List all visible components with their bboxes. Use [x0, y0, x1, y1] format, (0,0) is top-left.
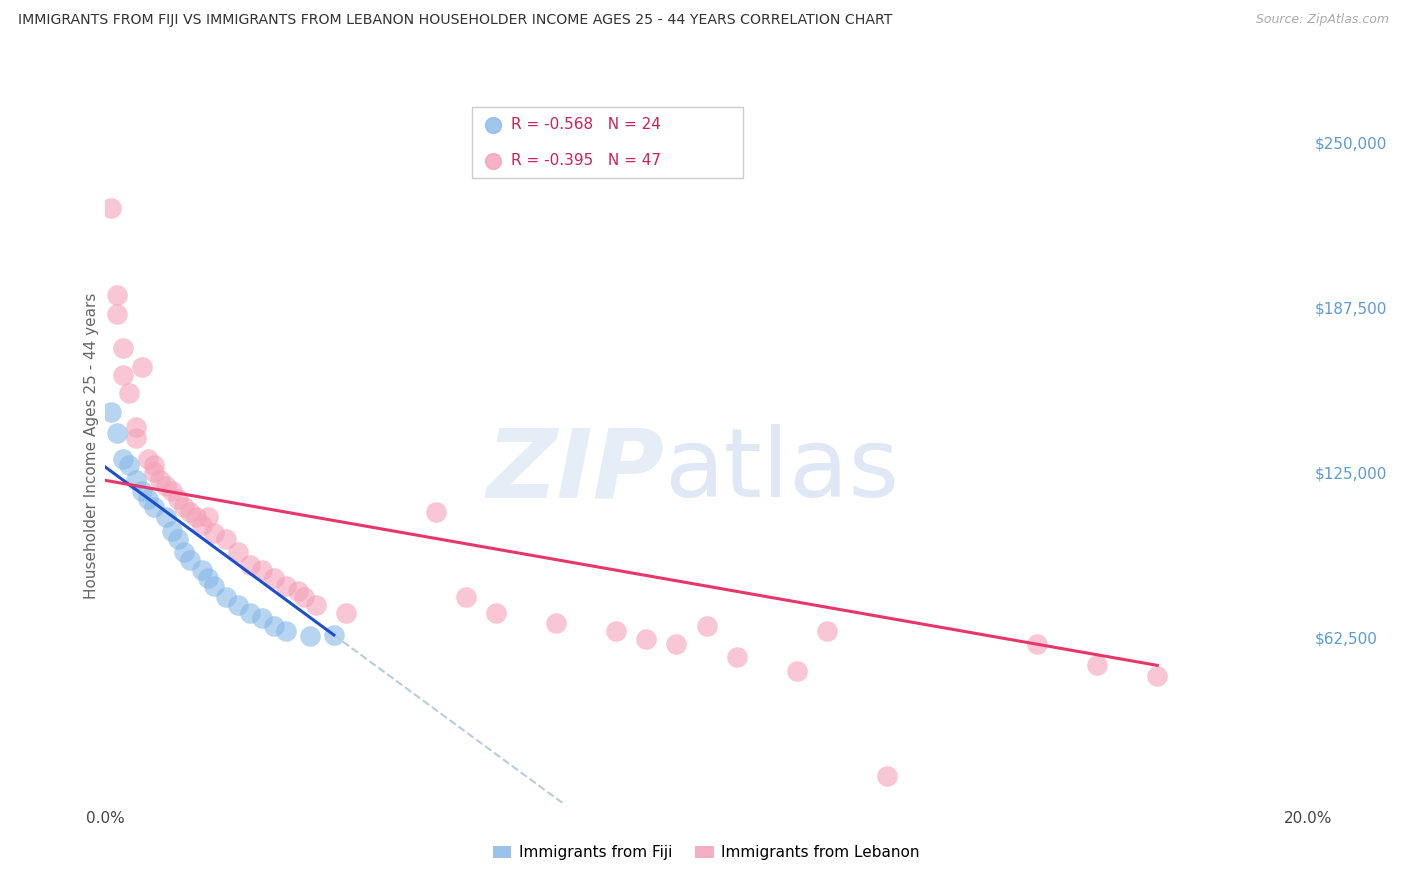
Point [263, 571, 285, 585]
Point [107, 307, 129, 321]
Point [173, 500, 195, 514]
Point [112, 452, 135, 467]
Point [425, 505, 447, 519]
Point [815, 624, 838, 638]
Point [876, 769, 898, 783]
Point [190, 563, 212, 577]
Point [112, 341, 135, 355]
Point [786, 664, 808, 678]
Point [454, 590, 477, 604]
Point [131, 359, 153, 374]
Point [197, 571, 219, 585]
Point [274, 579, 297, 593]
Point [298, 629, 321, 643]
Point [173, 545, 195, 559]
Point [250, 611, 273, 625]
Point [155, 510, 177, 524]
Point [118, 386, 141, 401]
Point [155, 478, 177, 492]
Point [239, 606, 262, 620]
Point [696, 618, 718, 632]
Point [107, 288, 129, 302]
Point [112, 368, 135, 382]
Point [136, 491, 159, 506]
Point [148, 474, 170, 488]
Point [100, 201, 122, 215]
Text: ZIP: ZIP [486, 425, 665, 517]
Point [160, 483, 183, 498]
Point [118, 458, 141, 472]
Point [124, 474, 146, 488]
Point [214, 590, 236, 604]
Point [100, 404, 122, 418]
Point [1026, 637, 1049, 651]
Point [250, 563, 273, 577]
Point [292, 590, 315, 604]
Point [124, 420, 146, 434]
Point [142, 466, 165, 480]
Point [636, 632, 658, 646]
Point [287, 584, 309, 599]
Point [546, 616, 568, 631]
FancyBboxPatch shape [472, 107, 742, 178]
Point [214, 532, 236, 546]
Point [263, 618, 285, 632]
Point [226, 545, 249, 559]
Legend: Immigrants from Fiji, Immigrants from Lebanon: Immigrants from Fiji, Immigrants from Le… [486, 839, 927, 866]
Point [725, 650, 748, 665]
Point [160, 524, 183, 538]
Point [184, 510, 207, 524]
Point [197, 510, 219, 524]
Text: R = -0.568   N = 24: R = -0.568 N = 24 [510, 118, 661, 132]
Point [226, 598, 249, 612]
Point [131, 483, 153, 498]
Point [136, 452, 159, 467]
Point [335, 606, 357, 620]
Point [605, 624, 627, 638]
Point [190, 518, 212, 533]
Point [107, 425, 129, 440]
Point [142, 500, 165, 514]
Point [179, 505, 201, 519]
Point [665, 637, 688, 651]
Point [179, 552, 201, 566]
Text: Source: ZipAtlas.com: Source: ZipAtlas.com [1256, 13, 1389, 27]
Point [166, 532, 188, 546]
Point [274, 624, 297, 638]
Text: IMMIGRANTS FROM FIJI VS IMMIGRANTS FROM LEBANON HOUSEHOLDER INCOME AGES 25 - 44 : IMMIGRANTS FROM FIJI VS IMMIGRANTS FROM … [18, 13, 893, 28]
Point [1146, 669, 1168, 683]
Point [202, 526, 225, 541]
Point [142, 458, 165, 472]
Point [485, 606, 508, 620]
Point [1085, 658, 1108, 673]
Y-axis label: Householder Income Ages 25 - 44 years: Householder Income Ages 25 - 44 years [83, 293, 98, 599]
Text: atlas: atlas [665, 425, 900, 517]
Point [124, 431, 146, 445]
Point [305, 598, 328, 612]
Point [202, 579, 225, 593]
Point [166, 491, 188, 506]
Text: R = -0.395   N = 47: R = -0.395 N = 47 [510, 153, 661, 168]
Point [322, 628, 344, 642]
Point [239, 558, 262, 572]
